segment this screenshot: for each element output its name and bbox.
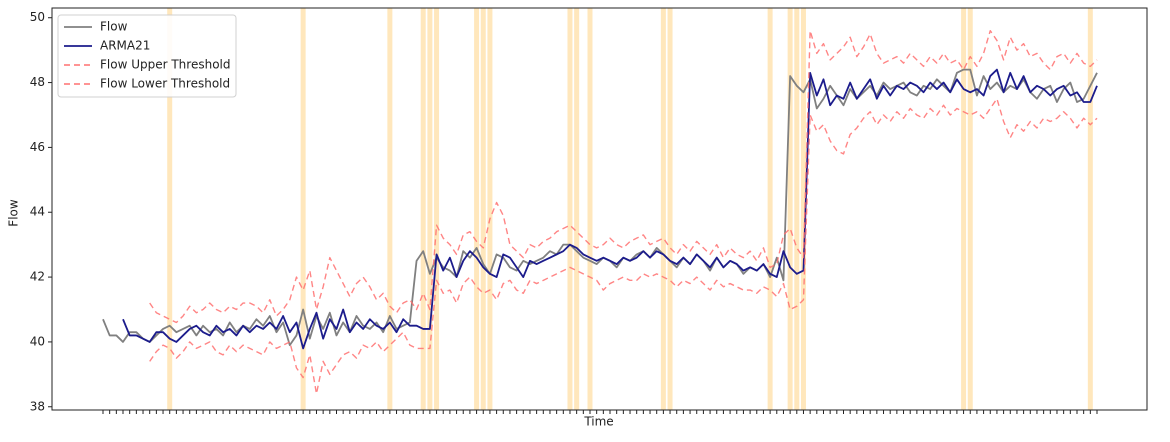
y-tick-label: 50 (30, 10, 45, 24)
anomaly-band (480, 8, 486, 410)
legend-box (57, 14, 237, 98)
anomaly-band (567, 8, 573, 410)
legend-label: ARMA21 (100, 39, 150, 53)
y-tick-label: 40 (30, 334, 45, 348)
series-line (102, 68, 1098, 347)
anomaly-band (660, 8, 666, 410)
y-tick-label: 44 (30, 205, 45, 219)
anomaly-band (800, 8, 806, 410)
y-tick-label: 48 (30, 75, 45, 89)
anomaly-band (767, 8, 773, 410)
legend-label: Flow Upper Threshold (100, 58, 231, 72)
legend-label: Flow (100, 20, 128, 34)
anomaly-band (427, 8, 433, 410)
y-axis-label: Flow (7, 199, 21, 227)
legend-label: Flow Lower Threshold (100, 77, 230, 91)
y-tick-label: 42 (30, 270, 45, 284)
anomaly-band (1087, 8, 1093, 410)
anomaly-band (167, 8, 173, 410)
x-axis-label: Time (583, 415, 613, 429)
legend: Flow ARMA21 Flow Upper Threshold Flow Lower… (57, 14, 237, 98)
series-line (149, 98, 1098, 395)
y-tick-label: 38 (30, 399, 45, 413)
anomaly-band (967, 8, 973, 410)
series-line (122, 68, 1098, 350)
anomaly-band (474, 8, 480, 410)
plot-frame (51, 7, 1148, 411)
anomaly-band (667, 8, 673, 410)
y-tick-label: 46 (30, 140, 45, 154)
anomaly-band (961, 8, 967, 410)
anomaly-band (587, 8, 593, 410)
anomaly-band (787, 8, 793, 410)
anomaly-band (794, 8, 800, 410)
anomaly-band (574, 8, 580, 410)
anomaly-band (387, 8, 393, 410)
series-line (149, 29, 1098, 324)
anomaly-band (420, 8, 426, 410)
anomaly-band (434, 8, 440, 410)
anomaly-band (300, 8, 306, 410)
anomaly-band (487, 8, 493, 410)
